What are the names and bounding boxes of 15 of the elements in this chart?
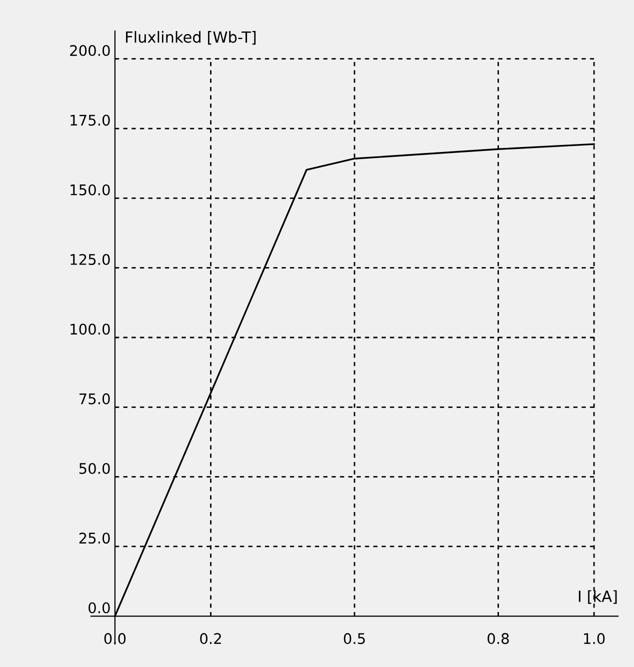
y-tick-label: 175.0 [70,114,110,126]
y-tick-label: 0.0 [88,602,110,614]
y-tick-label: 125.0 [70,254,110,266]
x-tick-label: 0.2 [200,633,221,644]
y-tick-label: 200.0 [70,45,110,56]
x-tick-label: 1.0 [584,633,605,644]
y-tick-label: 50.0 [79,462,110,474]
y-tick-label: 25.0 [79,532,110,544]
y-tick-label: 75.0 [80,393,110,404]
x-tick-label: 0.5 [344,633,365,644]
y-axis-title: Fluxlinked [Wb-T] [126,31,256,45]
x-axis-title: I [kA] [578,590,617,604]
y-tick-label: 100.0 [70,324,110,335]
y-tick-label: 150.0 [70,184,110,196]
x-tick-label: 0.8 [488,633,509,644]
